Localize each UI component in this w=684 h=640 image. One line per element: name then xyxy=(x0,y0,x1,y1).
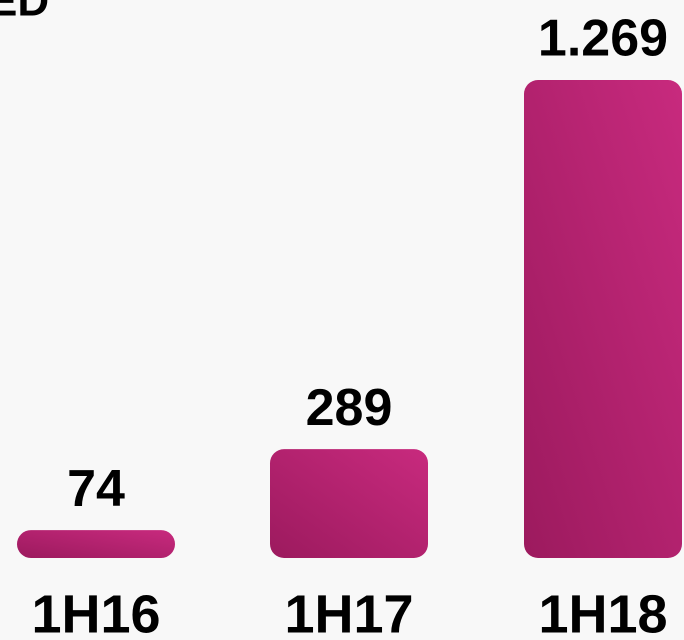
value-label: 74 xyxy=(67,460,125,518)
bar xyxy=(17,530,175,558)
bar xyxy=(524,80,682,558)
x-tick-label: 1H16 xyxy=(31,584,160,640)
x-tick-label: 1H17 xyxy=(284,584,413,640)
value-label: 1.269 xyxy=(538,10,668,68)
x-tick-label: 1H18 xyxy=(538,584,667,640)
chart-title: ED xyxy=(0,0,49,26)
bar xyxy=(270,449,428,558)
value-label: 289 xyxy=(306,379,393,437)
